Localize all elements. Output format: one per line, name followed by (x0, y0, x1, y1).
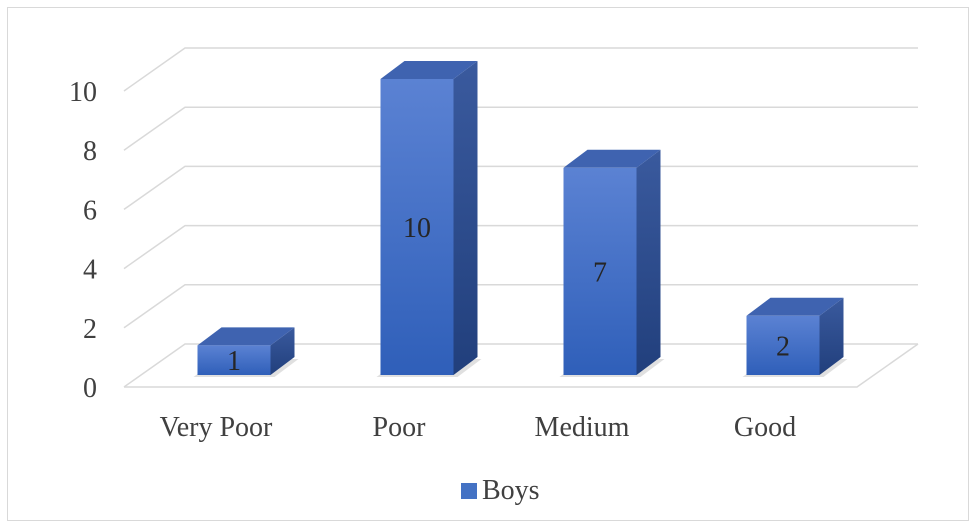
x-tick-label: Very Poor (160, 412, 273, 443)
data-label: 2 (776, 331, 790, 362)
y-tick-label: 8 (83, 136, 97, 167)
chart-frame (7, 7, 969, 521)
bar-side (270, 327, 295, 375)
bar-top (197, 327, 295, 346)
bar-top (563, 149, 661, 168)
bars: 1 10 7 2 (193, 61, 848, 377)
legend-label: Boys (482, 475, 540, 506)
gridline (123, 284, 918, 329)
bar-front (380, 79, 454, 375)
bar-side (453, 61, 478, 375)
x-tick-label: Good (734, 412, 796, 443)
bar-side (819, 297, 844, 375)
data-label: 10 (403, 213, 431, 244)
y-axis-tick-labels: 0 2 4 6 8 10 (69, 77, 97, 404)
gridline (123, 165, 918, 211)
y-tick-label: 10 (69, 77, 97, 108)
bar-front (197, 345, 271, 375)
bar: 7 (559, 149, 665, 377)
y-tick-label: 4 (83, 255, 97, 286)
bar-front (563, 167, 637, 375)
gridline (123, 106, 918, 151)
bar-top (380, 61, 478, 79)
data-label: 7 (593, 257, 607, 288)
gridline (123, 224, 918, 270)
y-tick-label: 2 (83, 314, 97, 345)
legend-swatch (461, 483, 477, 499)
bar: 10 (376, 61, 482, 377)
chart-walls (123, 47, 919, 388)
gridline (123, 343, 918, 388)
y-tick-label: 0 (83, 373, 97, 404)
gridline (123, 47, 918, 92)
bar-top (746, 297, 844, 316)
bar: 1 (193, 327, 299, 377)
legend: Boys (461, 475, 540, 506)
x-axis-tick-labels: Very Poor Poor Medium Good (160, 412, 797, 443)
bar: 2 (742, 297, 848, 377)
bar-front (746, 315, 820, 375)
x-tick-label: Poor (373, 412, 427, 443)
y-tick-label: 6 (83, 195, 97, 226)
x-tick-label: Medium (535, 412, 630, 443)
data-label: 1 (227, 346, 241, 377)
floor-edge (124, 343, 919, 388)
bar-side (636, 149, 661, 375)
